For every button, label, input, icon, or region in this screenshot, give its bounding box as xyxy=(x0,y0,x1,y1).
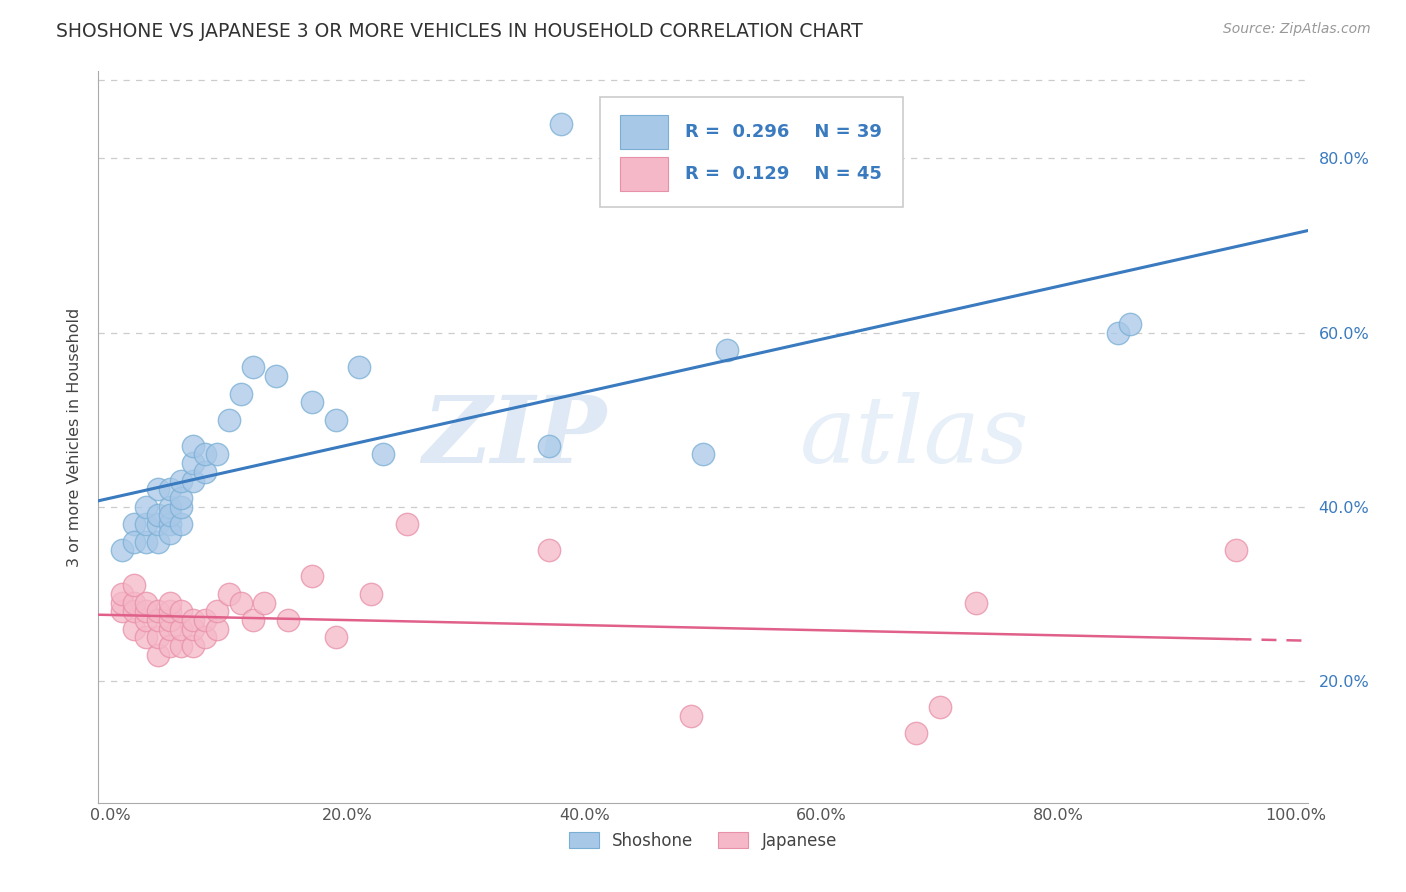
FancyBboxPatch shape xyxy=(620,157,668,191)
Point xyxy=(181,639,204,653)
Point xyxy=(537,439,560,453)
Point xyxy=(122,604,145,618)
Point xyxy=(146,613,169,627)
Point xyxy=(181,613,204,627)
Point xyxy=(159,595,181,609)
Point xyxy=(181,439,204,453)
Point xyxy=(159,483,181,497)
Point xyxy=(716,343,738,357)
Point xyxy=(170,474,193,488)
Point xyxy=(159,622,181,636)
Point xyxy=(205,622,228,636)
Point xyxy=(159,508,181,523)
Point xyxy=(146,631,169,645)
Point xyxy=(181,474,204,488)
Text: ZIP: ZIP xyxy=(422,392,606,482)
Point xyxy=(537,543,560,558)
Point xyxy=(159,517,181,532)
Point xyxy=(135,613,157,627)
Point xyxy=(218,587,240,601)
Point xyxy=(146,604,169,618)
Point xyxy=(122,534,145,549)
Point xyxy=(229,595,252,609)
Point xyxy=(1107,326,1129,340)
Point xyxy=(111,604,134,618)
Legend: Shoshone, Japanese: Shoshone, Japanese xyxy=(562,825,844,856)
Point xyxy=(122,517,145,532)
FancyBboxPatch shape xyxy=(620,115,668,149)
Point xyxy=(929,700,952,714)
Point xyxy=(159,639,181,653)
Point xyxy=(111,595,134,609)
Y-axis label: 3 or more Vehicles in Household: 3 or more Vehicles in Household xyxy=(67,308,83,566)
Point xyxy=(205,448,228,462)
Point xyxy=(301,569,323,583)
Point xyxy=(965,595,987,609)
Point xyxy=(681,708,703,723)
Point xyxy=(371,448,394,462)
Point xyxy=(135,500,157,514)
Point xyxy=(1225,543,1247,558)
Point xyxy=(146,648,169,662)
Point xyxy=(181,456,204,470)
Point xyxy=(122,578,145,592)
FancyBboxPatch shape xyxy=(600,97,903,207)
Point xyxy=(194,448,217,462)
Point xyxy=(325,412,347,426)
Point xyxy=(242,360,264,375)
Point xyxy=(135,604,157,618)
Point xyxy=(111,587,134,601)
Point xyxy=(135,595,157,609)
Point xyxy=(146,508,169,523)
Point xyxy=(395,517,418,532)
Point xyxy=(325,631,347,645)
Text: R =  0.296    N = 39: R = 0.296 N = 39 xyxy=(685,123,882,141)
Point xyxy=(146,483,169,497)
Point xyxy=(135,517,157,532)
Point xyxy=(122,595,145,609)
Point xyxy=(135,534,157,549)
Point xyxy=(170,517,193,532)
Point xyxy=(264,369,287,384)
Point xyxy=(194,465,217,479)
Point xyxy=(347,360,370,375)
Point xyxy=(159,613,181,627)
Point xyxy=(159,525,181,540)
Text: R =  0.129    N = 45: R = 0.129 N = 45 xyxy=(685,165,882,183)
Point xyxy=(170,500,193,514)
Point xyxy=(194,613,217,627)
Point xyxy=(170,639,193,653)
Point xyxy=(170,491,193,505)
Text: Source: ZipAtlas.com: Source: ZipAtlas.com xyxy=(1223,22,1371,37)
Point xyxy=(229,386,252,401)
Point xyxy=(277,613,299,627)
Point xyxy=(692,448,714,462)
Point xyxy=(170,604,193,618)
Point xyxy=(360,587,382,601)
Point xyxy=(194,631,217,645)
Point xyxy=(181,622,204,636)
Point xyxy=(205,604,228,618)
Point xyxy=(159,604,181,618)
Text: SHOSHONE VS JAPANESE 3 OR MORE VEHICLES IN HOUSEHOLD CORRELATION CHART: SHOSHONE VS JAPANESE 3 OR MORE VEHICLES … xyxy=(56,22,863,41)
Point xyxy=(146,534,169,549)
Point xyxy=(122,622,145,636)
Point xyxy=(1119,317,1142,331)
Point xyxy=(253,595,276,609)
Point xyxy=(550,117,572,131)
Point xyxy=(146,517,169,532)
Point xyxy=(301,395,323,409)
Point xyxy=(242,613,264,627)
Point xyxy=(111,543,134,558)
Text: atlas: atlas xyxy=(800,392,1029,482)
Point xyxy=(218,412,240,426)
Point xyxy=(159,500,181,514)
Point xyxy=(135,631,157,645)
Point xyxy=(905,726,928,740)
Point xyxy=(170,622,193,636)
